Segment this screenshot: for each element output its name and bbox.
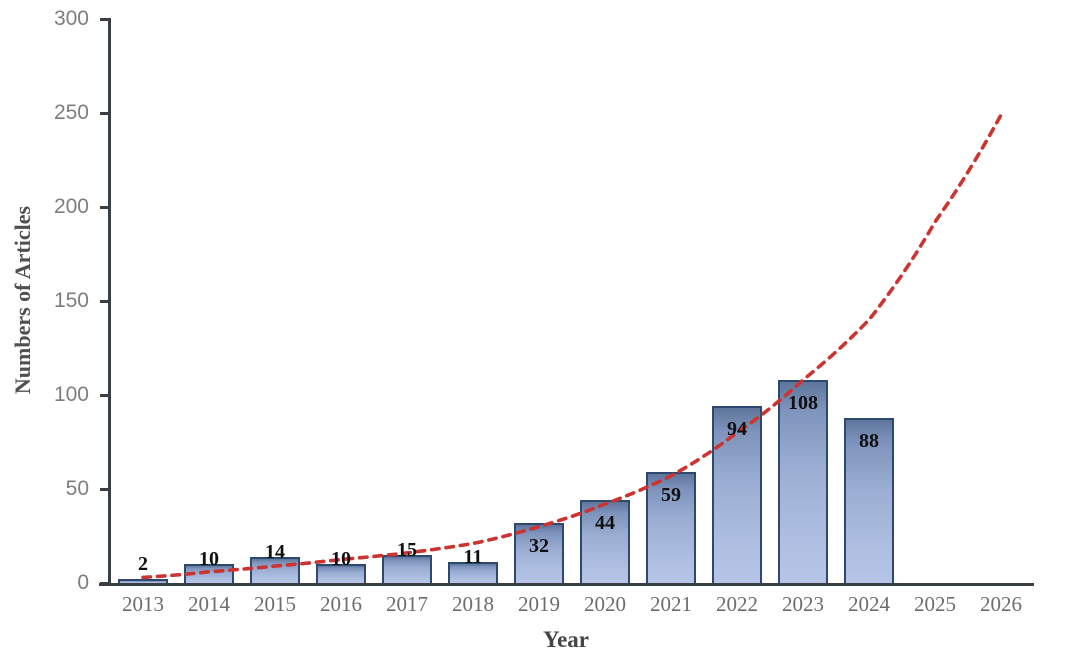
x-tick-label: 2013 xyxy=(122,592,164,616)
y-tick-label: 200 xyxy=(53,195,89,218)
x-tick-label: 2019 xyxy=(518,592,560,616)
x-tick-label: 2025 xyxy=(914,592,956,616)
bar-value-label: 44 xyxy=(595,512,615,535)
bar-value-label: 94 xyxy=(727,418,747,441)
x-tick-label: 2015 xyxy=(254,592,296,616)
bar-value-label: 15 xyxy=(397,538,417,561)
x-tick-label: 2017 xyxy=(386,592,428,616)
bar-value-label: 10 xyxy=(199,548,219,571)
y-tick-mark xyxy=(100,393,109,397)
x-tick-label: 2016 xyxy=(320,592,362,616)
y-tick-mark xyxy=(100,17,109,21)
x-tick-label: 2026 xyxy=(980,592,1022,616)
x-axis-line xyxy=(99,583,1034,586)
y-tick-label: 50 xyxy=(65,477,89,500)
y-tick-label: 100 xyxy=(53,383,89,406)
y-tick-mark xyxy=(100,205,109,209)
y-tick-label: 0 xyxy=(77,571,89,594)
x-tick-label: 2021 xyxy=(650,592,692,616)
y-tick-mark xyxy=(100,299,109,303)
bar-value-label: 14 xyxy=(265,540,285,563)
x-tick-label: 2020 xyxy=(584,592,626,616)
y-axis-line xyxy=(108,18,111,586)
y-tick-mark xyxy=(100,487,109,491)
x-tick-label: 2024 xyxy=(848,592,890,616)
bar-value-label: 108 xyxy=(788,391,818,414)
y-tick-mark xyxy=(100,111,109,115)
bar-value-label: 32 xyxy=(529,534,549,557)
bar-2013 xyxy=(118,579,168,583)
bar-value-label: 88 xyxy=(859,429,879,452)
y-tick-mark xyxy=(100,581,109,585)
y-tick-label: 150 xyxy=(53,289,89,312)
x-axis-title: Year xyxy=(543,627,589,652)
x-tick-label: 2023 xyxy=(782,592,824,616)
bar-value-label: 59 xyxy=(661,484,681,507)
bar-value-label: 10 xyxy=(331,548,351,571)
y-tick-label: 250 xyxy=(53,101,89,124)
y-tick-label: 300 xyxy=(53,7,89,30)
bar-value-label: 2 xyxy=(138,553,148,576)
x-tick-label: 2018 xyxy=(452,592,494,616)
y-axis-title: Numbers of Articles xyxy=(10,205,35,395)
x-tick-label: 2022 xyxy=(716,592,758,616)
x-tick-label: 2014 xyxy=(188,592,230,616)
bar-value-label: 11 xyxy=(463,546,483,569)
